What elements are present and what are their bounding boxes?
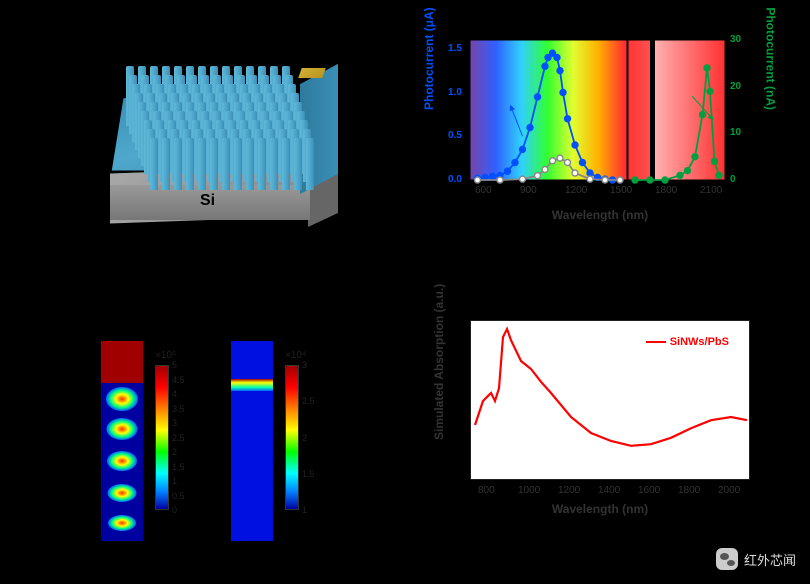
colorbar-left [155, 365, 169, 510]
panel-b: Photocurrent (μA) Photocurrent (nA) Wave… [410, 20, 790, 260]
sim-left-field [101, 341, 143, 541]
si-label: Si [200, 192, 215, 210]
watermark: 红外芯闻 [716, 548, 796, 570]
y-axis-left-label: Photocurrent (μA) [422, 7, 436, 110]
legend-d-text: SiNWs/PbS [670, 336, 729, 348]
chart-b-svg [430, 30, 770, 230]
x-axis-label-b: Wavelength (nm) [552, 208, 648, 222]
absorption-chart: SiNWs/PbS Simulated Absorption (a.u.) Wa… [430, 310, 770, 530]
sim-right-field [231, 341, 273, 541]
x-axis-label-d: Wavelength (nm) [552, 502, 648, 516]
nanowire-3d-diagram: Si [80, 30, 340, 230]
legend-line-icon [646, 341, 666, 343]
watermark-text: 红外芯闻 [744, 550, 796, 569]
panel-a: Si [40, 20, 380, 260]
panel-c: ×10⁶ 00.511.522.533.544.55 ×10⁴ 11.522.5… [40, 300, 380, 560]
y-axis-label-d: Simulated Absorption (a.u.) [432, 284, 446, 440]
simulation-left [100, 340, 142, 540]
colorbar-right [285, 365, 299, 510]
figure-container: Si Photocurrent (μA) Photocurrent (nA) W… [0, 0, 810, 584]
legend-d: SiNWs/PbS [646, 336, 729, 348]
gold-contact [298, 68, 326, 78]
wechat-icon [716, 548, 738, 570]
simulation-right [230, 340, 272, 540]
photocurrent-chart: Photocurrent (μA) Photocurrent (nA) Wave… [430, 30, 770, 230]
y-axis-right-label: Photocurrent (nA) [764, 7, 778, 110]
simulation-container: ×10⁶ 00.511.522.533.544.55 ×10⁴ 11.522.5… [40, 310, 360, 540]
plot-area-d: SiNWs/PbS [470, 320, 750, 480]
panel-d: SiNWs/PbS Simulated Absorption (a.u.) Wa… [410, 300, 790, 560]
